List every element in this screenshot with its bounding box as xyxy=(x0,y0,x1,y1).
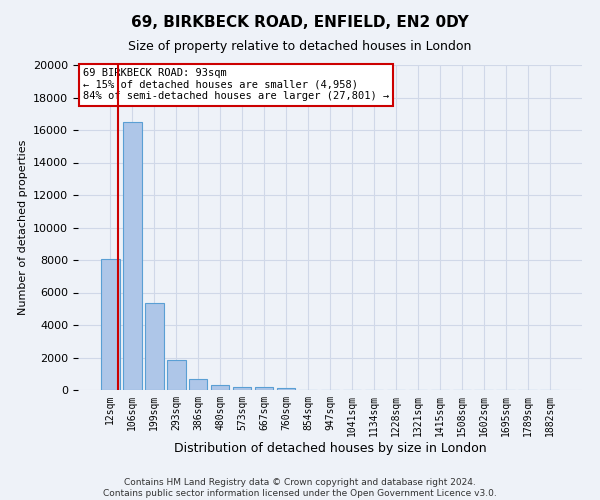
Bar xyxy=(145,303,164,390)
Text: 69 BIRKBECK ROAD: 93sqm
← 15% of detached houses are smaller (4,958)
84% of semi: 69 BIRKBECK ROAD: 93sqm ← 15% of detache… xyxy=(83,68,389,102)
Bar xyxy=(211,385,229,390)
Bar xyxy=(255,388,274,390)
Bar xyxy=(101,259,119,390)
Text: Contains HM Land Registry data © Crown copyright and database right 2024.
Contai: Contains HM Land Registry data © Crown c… xyxy=(103,478,497,498)
Y-axis label: Number of detached properties: Number of detached properties xyxy=(17,140,28,315)
Bar xyxy=(233,387,251,390)
Bar xyxy=(189,378,208,390)
Bar xyxy=(123,122,142,390)
Text: Size of property relative to detached houses in London: Size of property relative to detached ho… xyxy=(128,40,472,53)
Bar xyxy=(167,360,185,390)
X-axis label: Distribution of detached houses by size in London: Distribution of detached houses by size … xyxy=(173,442,487,454)
Bar xyxy=(277,388,295,390)
Text: 69, BIRKBECK ROAD, ENFIELD, EN2 0DY: 69, BIRKBECK ROAD, ENFIELD, EN2 0DY xyxy=(131,15,469,30)
